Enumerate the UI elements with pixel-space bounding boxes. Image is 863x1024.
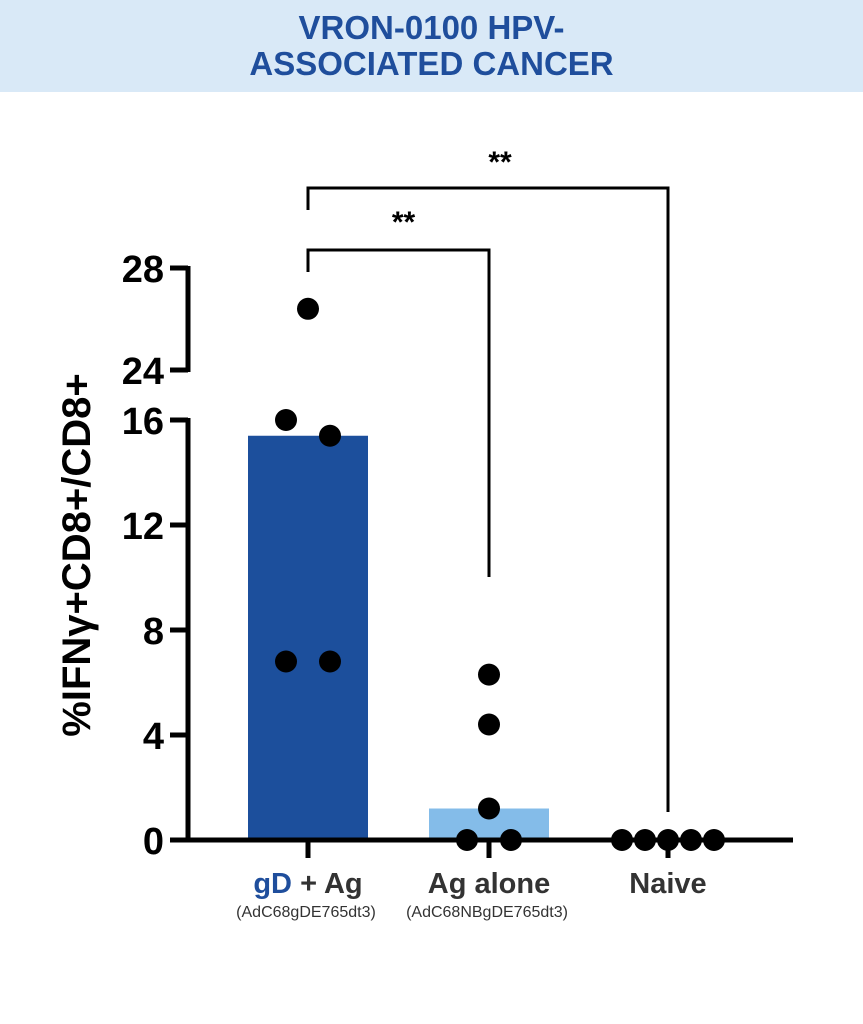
data-point-2-2	[657, 829, 679, 851]
significance-label-1: **	[488, 146, 512, 179]
data-point-2-0	[611, 829, 633, 851]
significance-label-0: **	[392, 206, 416, 239]
data-point-1-1	[478, 713, 500, 736]
data-point-2-4	[703, 829, 725, 851]
y-tick-label-16: 16	[122, 401, 164, 443]
data-point-0-3	[275, 650, 297, 673]
data-point-0-2	[319, 424, 341, 447]
x-category-sublabel-1: (AdC68NBgDE765dt3)	[406, 904, 568, 921]
data-point-0-0	[297, 297, 319, 320]
x-category-label-2: Naive	[629, 868, 706, 900]
x-category-label-part-0-1: + Ag	[292, 868, 363, 900]
x-category-label-part-0-0: gD	[253, 868, 292, 900]
data-point-1-0	[478, 663, 500, 686]
x-category-label-0: gD + Ag	[253, 868, 362, 900]
y-tick-label-0: 0	[143, 821, 164, 863]
x-category-label-part-2-0: Naive	[629, 868, 706, 900]
data-point-1-2	[478, 797, 500, 820]
y-axis-label: %IFNγ+CD8+/CD8+	[55, 373, 99, 736]
x-category-label-part-1-0: Ag alone	[428, 868, 550, 900]
y-tick-label-8: 8	[143, 611, 164, 653]
bar-0	[248, 435, 368, 840]
y-tick-label-28: 28	[122, 249, 164, 291]
significance-bracket-0	[306, 248, 491, 577]
data-point-2-1	[634, 829, 656, 851]
x-category-sublabel-0: (AdC68gDE765dt3)	[236, 904, 376, 921]
title-line-1: VRON-0100 HPV-	[298, 9, 565, 46]
x-category-label-1: Ag alone	[428, 868, 550, 900]
data-point-0-1	[275, 409, 297, 431]
title-line-2: ASSOCIATED CANCER	[249, 45, 614, 82]
y-tick-label-4: 4	[143, 716, 164, 758]
significance-bracket-1	[306, 186, 670, 812]
y-tick-label-24: 24	[122, 351, 164, 393]
data-point-1-4	[500, 829, 522, 851]
data-point-1-3	[456, 829, 478, 851]
data-point-0-4	[319, 650, 341, 673]
data-point-2-3	[680, 829, 702, 851]
y-tick-label-12: 12	[122, 506, 164, 548]
title-banner: VRON-0100 HPV- ASSOCIATED CANCER	[0, 0, 863, 92]
